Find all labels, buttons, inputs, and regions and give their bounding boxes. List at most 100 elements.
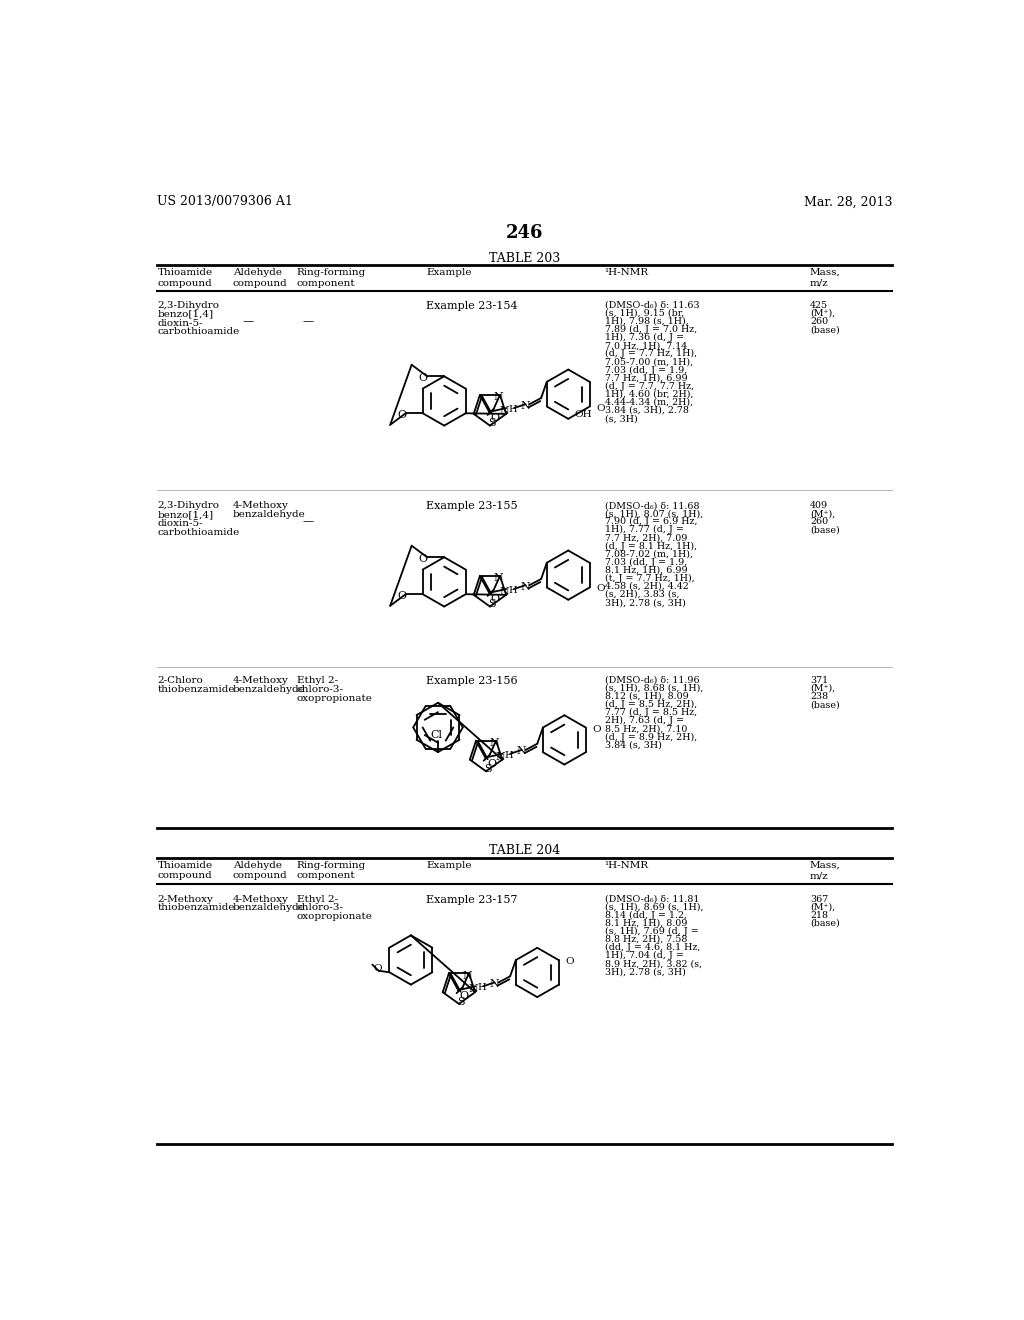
Text: chloro-3-: chloro-3- [297,903,344,912]
Text: ¹H-NMR: ¹H-NMR [604,268,649,277]
Text: 7.0 Hz, 1H), 7.14: 7.0 Hz, 1H), 7.14 [604,342,687,350]
Text: Mass,: Mass, [810,268,841,277]
Text: 3H), 2.78 (s, 3H): 3H), 2.78 (s, 3H) [604,598,685,607]
Text: O: O [565,957,573,966]
Text: S: S [483,764,492,774]
Text: chloro-3-: chloro-3- [297,685,344,694]
Text: Aldehyde: Aldehyde [232,268,282,277]
Text: Ethyl 2-: Ethyl 2- [297,676,338,685]
Text: (s, 2H), 3.83 (s,: (s, 2H), 3.83 (s, [604,590,679,599]
Text: O: O [460,991,469,1002]
Text: H: H [505,751,513,760]
Text: (M⁺),: (M⁺), [810,309,836,318]
Text: 7.89 (d, J = 7.0 Hz,: 7.89 (d, J = 7.0 Hz, [604,325,697,334]
Text: (DMSO-d₆) δ: 11.63: (DMSO-d₆) δ: 11.63 [604,301,699,310]
Text: (s, 1H), 7.69 (d, J =: (s, 1H), 7.69 (d, J = [604,927,698,936]
Text: dioxin-5-: dioxin-5- [158,519,203,528]
Text: 246: 246 [506,224,544,242]
Text: O: O [373,964,382,973]
Text: O: O [397,591,407,601]
Text: 8.14 (dd, J = 1.2,: 8.14 (dd, J = 1.2, [604,911,687,920]
Text: 4-Methoxy: 4-Methoxy [232,502,289,510]
Text: 7.7 Hz, 2H), 7.09: 7.7 Hz, 2H), 7.09 [604,533,687,543]
Text: benzo[1,4]: benzo[1,4] [158,310,214,318]
Text: Example: Example [426,268,472,277]
Text: 1H), 7.77 (d, J =: 1H), 7.77 (d, J = [604,525,683,535]
Text: component: component [297,871,355,880]
Text: (DMSO-d₆) δ: 11.68: (DMSO-d₆) δ: 11.68 [604,502,699,510]
Text: Example 23-156: Example 23-156 [426,676,518,686]
Text: O: O [487,759,496,768]
Text: 4-Methoxy: 4-Methoxy [232,895,289,903]
Text: N: N [496,752,506,762]
Text: 1H), 4.60 (br, 2H),: 1H), 4.60 (br, 2H), [604,389,693,399]
Text: 2,3-Dihydro: 2,3-Dihydro [158,301,219,310]
Text: O: O [490,594,500,605]
Text: 7.90 (d, J = 6.9 Hz,: 7.90 (d, J = 6.9 Hz, [604,517,697,527]
Text: thiobenzamide: thiobenzamide [158,685,234,694]
Text: dioxin-5-: dioxin-5- [158,318,203,327]
Text: N: N [521,582,530,591]
Text: Example 23-154: Example 23-154 [426,301,518,310]
Text: (d, J = 7.7, 7.7 Hz,: (d, J = 7.7, 7.7 Hz, [604,381,693,391]
Text: N: N [489,738,500,748]
Text: 7.08-7.02 (m, 1H),: 7.08-7.02 (m, 1H), [604,549,692,558]
Text: benzaldehyde: benzaldehyde [232,685,305,694]
Text: (t, J = 7.7 Hz, 1H),: (t, J = 7.7 Hz, 1H), [604,574,694,583]
Text: 260: 260 [810,317,828,326]
Text: (d, J = 8.1 Hz, 1H),: (d, J = 8.1 Hz, 1H), [604,541,696,550]
Text: Cl: Cl [430,730,442,741]
Text: (s, 1H), 8.69 (s, 1H),: (s, 1H), 8.69 (s, 1H), [604,903,703,912]
Text: (base): (base) [810,700,840,709]
Text: Thioamide: Thioamide [158,268,213,277]
Text: US 2013/0079306 A1: US 2013/0079306 A1 [158,195,293,209]
Text: 8.1 Hz, 1H), 8.09: 8.1 Hz, 1H), 8.09 [604,919,687,928]
Text: O: O [596,585,604,594]
Text: 3.84 (s, 3H): 3.84 (s, 3H) [604,741,662,750]
Text: 7.03 (dd, J = 1.9,: 7.03 (dd, J = 1.9, [604,366,687,375]
Text: N: N [500,587,510,597]
Text: (M⁺),: (M⁺), [810,684,836,693]
Text: 8.8 Hz, 2H), 7.58: 8.8 Hz, 2H), 7.58 [604,935,687,944]
Text: H: H [509,405,517,414]
Text: O: O [592,725,601,734]
Text: compound: compound [158,279,212,288]
Text: 425: 425 [810,301,828,310]
Text: (M⁺),: (M⁺), [810,903,836,912]
Text: (d, J = 8.9 Hz, 2H),: (d, J = 8.9 Hz, 2H), [604,733,697,742]
Text: (M⁺),: (M⁺), [810,510,836,519]
Text: (dd, J = 4.6, 8.1 Hz,: (dd, J = 4.6, 8.1 Hz, [604,942,700,952]
Text: 7.7 Hz, 1H), 6.99: 7.7 Hz, 1H), 6.99 [604,374,687,383]
Text: O: O [397,409,407,420]
Text: 238: 238 [810,692,828,701]
Text: 2H), 7.63 (d, J =: 2H), 7.63 (d, J = [604,717,684,726]
Text: 2-Methoxy: 2-Methoxy [158,895,213,903]
Text: O: O [596,404,604,413]
Text: N: N [494,392,503,403]
Text: Example: Example [426,861,472,870]
Text: oxopropionate: oxopropionate [297,912,373,921]
Text: m/z: m/z [810,279,828,288]
Text: O: O [419,554,428,564]
Text: carbothioamide: carbothioamide [158,327,240,337]
Text: Ring-forming: Ring-forming [297,861,367,870]
Text: Mass,: Mass, [810,861,841,870]
Text: 8.1 Hz, 1H), 6.99: 8.1 Hz, 1H), 6.99 [604,566,687,574]
Text: N: N [500,407,510,416]
Text: 7.77 (d, J = 8.5 Hz,: 7.77 (d, J = 8.5 Hz, [604,708,697,717]
Text: N: N [469,985,478,994]
Text: m/z: m/z [810,871,828,880]
Text: TABLE 203: TABLE 203 [489,252,560,265]
Text: 4-Methoxy: 4-Methoxy [232,676,289,685]
Text: S: S [457,997,464,1007]
Text: 218: 218 [810,911,828,920]
Text: Thioamide: Thioamide [158,861,213,870]
Text: Aldehyde: Aldehyde [232,861,282,870]
Text: 1H), 7.36 (d, J =: 1H), 7.36 (d, J = [604,333,684,342]
Text: 371: 371 [810,676,828,685]
Text: 7.03 (dd, J = 1.9,: 7.03 (dd, J = 1.9, [604,557,687,566]
Text: thiobenzamide: thiobenzamide [158,903,234,912]
Text: N: N [521,401,530,411]
Text: N: N [494,573,503,583]
Text: 2,3-Dihydro: 2,3-Dihydro [158,502,219,510]
